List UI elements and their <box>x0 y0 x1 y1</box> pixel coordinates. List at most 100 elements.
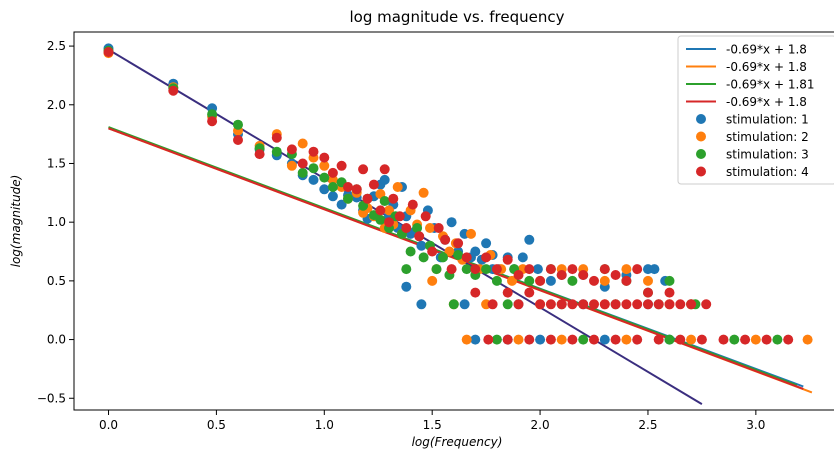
scatter-point-s1 <box>470 334 481 345</box>
scatter-point-s3 <box>772 334 783 345</box>
scatter-point-s4 <box>375 205 386 216</box>
legend-label: stimulation: 4 <box>726 165 809 179</box>
scatter-point-s1 <box>379 174 390 185</box>
scatter-point-s4 <box>358 164 369 175</box>
scatter-point-s4 <box>384 217 394 228</box>
scatter-point-s4 <box>336 160 347 171</box>
scatter-point-s1 <box>308 174 319 185</box>
scatter-point-s2 <box>461 334 472 345</box>
scatter-point-s4 <box>643 299 653 310</box>
scatter-point-s3 <box>327 182 338 192</box>
scatter-point-s4 <box>556 299 567 310</box>
scatter-point-s4 <box>545 264 556 275</box>
scatter-point-s2 <box>513 334 524 345</box>
scatter-point-s4 <box>414 231 425 242</box>
scatter-point-s4 <box>632 334 643 345</box>
scatter-point-s4 <box>420 211 431 222</box>
legend-label: -0.69*x + 1.8 <box>726 43 807 57</box>
scatter-point-s4 <box>343 182 353 192</box>
scatter-point-s2 <box>425 223 435 233</box>
scatter-point-s4 <box>524 334 535 345</box>
scatter-point-s4 <box>297 158 308 169</box>
scatter-point-s4 <box>379 164 390 175</box>
scatter-points <box>103 43 813 345</box>
scatter-point-s4 <box>513 270 524 280</box>
scatter-point-s1 <box>524 234 535 245</box>
scatter-point-s4 <box>599 299 610 310</box>
scatter-point-s4 <box>286 144 297 155</box>
scatter-point-s2 <box>319 160 330 171</box>
scatter-point-s3 <box>729 334 740 345</box>
scatter-point-s4 <box>621 275 632 286</box>
scatter-point-s1 <box>336 199 347 210</box>
y-tick-label: 0.5 <box>47 274 66 288</box>
scatter-point-s4 <box>740 334 751 345</box>
legend-point-swatch <box>696 131 706 142</box>
scatter-point-s1 <box>416 240 427 251</box>
y-tick-label: 2.5 <box>47 39 66 53</box>
scatter-point-s3 <box>233 119 243 130</box>
scatter-point-s4 <box>589 334 599 345</box>
scatter-point-s3 <box>308 163 319 174</box>
legend-label: -0.69*x + 1.8 <box>726 60 807 74</box>
y-tick-label: 0.0 <box>47 333 66 347</box>
y-tick-label: 2.0 <box>47 98 66 112</box>
scatter-point-s4 <box>686 299 697 310</box>
scatter-point-s1 <box>599 334 610 345</box>
scatter-point-s4 <box>491 264 502 275</box>
scatter-point-s3 <box>375 214 386 225</box>
scatter-point-s3 <box>448 299 459 310</box>
scatter-point-s4 <box>675 334 686 345</box>
scatter-point-s3 <box>502 299 513 310</box>
scatter-point-s4 <box>578 270 589 280</box>
scatter-point-s2 <box>384 205 394 216</box>
scatter-point-s1 <box>481 238 492 249</box>
scatter-point-s4 <box>362 193 373 204</box>
scatter-point-s4 <box>589 299 599 310</box>
scatter-point-s4 <box>481 252 492 263</box>
scatter-point-s4 <box>653 299 664 310</box>
scatter-point-s3 <box>453 250 464 260</box>
legend-label: stimulation: 2 <box>726 130 809 144</box>
scatter-point-s3 <box>664 334 675 345</box>
scatter-point-s4 <box>502 254 513 265</box>
scatter-point-s3 <box>567 275 578 286</box>
scatter-point-s3 <box>401 264 412 275</box>
scatter-point-s4 <box>524 264 535 275</box>
scatter-point-s1 <box>535 334 546 345</box>
legend-box <box>677 35 834 185</box>
y-axis-label: log(magnitude) <box>9 175 23 268</box>
scatter-point-s4 <box>567 299 578 310</box>
scatter-point-s4 <box>524 287 535 298</box>
scatter-point-s2 <box>286 160 297 171</box>
scatter-point-s4 <box>470 264 481 275</box>
legend-label: stimulation: 3 <box>726 148 809 162</box>
scatter-point-s2 <box>643 275 653 286</box>
legend-point-swatch <box>696 149 706 159</box>
scatter-point-s4 <box>567 334 578 345</box>
scatter-point-s2 <box>418 187 429 198</box>
scatter-point-s4 <box>545 299 556 310</box>
scatter-point-s4 <box>761 334 772 345</box>
scatter-point-s2 <box>327 174 338 185</box>
scatter-point-s3 <box>343 193 353 204</box>
scatter-point-s4 <box>535 275 546 286</box>
scatter-point-s1 <box>327 191 338 202</box>
scatter-point-s1 <box>446 217 457 228</box>
y-tick-label: 1.0 <box>47 215 66 229</box>
scatter-point-s3 <box>207 109 218 120</box>
scatter-point-s4 <box>440 234 451 245</box>
scatter-point-s4 <box>368 179 379 190</box>
legend-label: -0.69*x + 1.8 <box>726 95 807 109</box>
scatter-point-s4 <box>483 334 494 345</box>
scatter-point-s4 <box>453 238 464 249</box>
x-tick-label: 1.0 <box>315 418 334 432</box>
scatter-point-s3 <box>412 223 423 233</box>
legend: -0.69*x + 1.8 -0.69*x + 1.8 -0.69*x + 1.81… <box>677 35 834 185</box>
scatter-point-s1 <box>545 275 556 286</box>
scatter-point-s4 <box>233 135 243 145</box>
scatter-point-s4 <box>589 275 599 286</box>
scatter-point-s4 <box>696 334 707 345</box>
